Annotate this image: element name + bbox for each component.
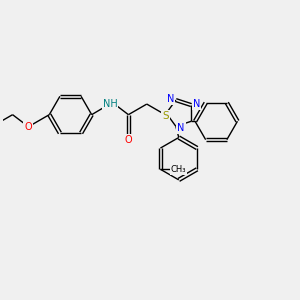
Text: NH: NH — [103, 99, 117, 109]
Text: O: O — [24, 122, 32, 132]
Text: O: O — [124, 135, 132, 145]
Text: N: N — [167, 94, 174, 103]
Text: S: S — [162, 111, 169, 121]
Text: CH₃: CH₃ — [170, 165, 186, 174]
Text: N: N — [193, 99, 200, 109]
Text: N: N — [177, 123, 185, 133]
